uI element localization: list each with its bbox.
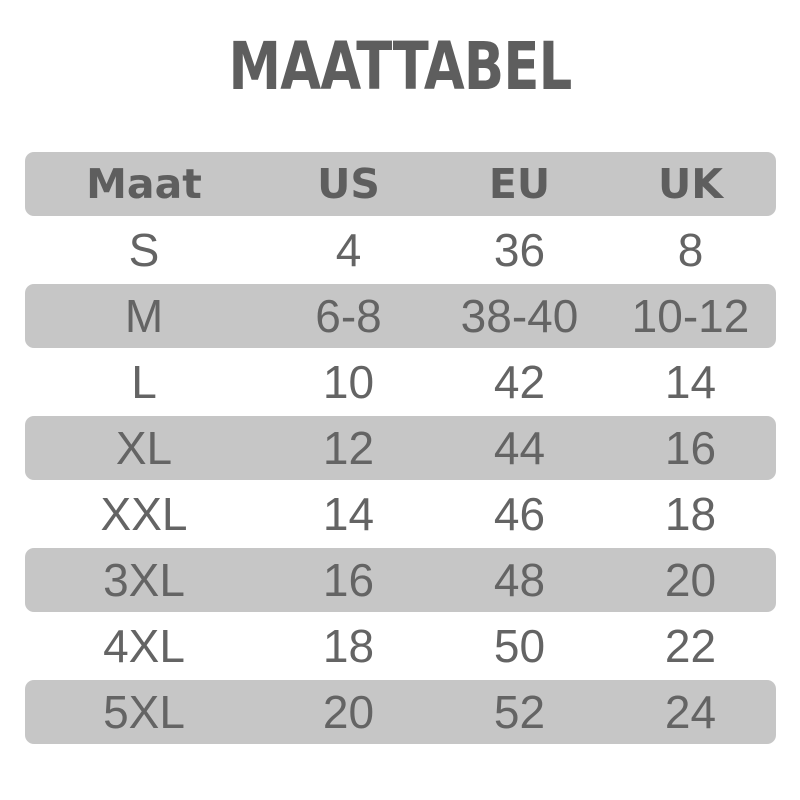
cell-us: 14 (263, 482, 434, 546)
cell-maat: XXL (25, 482, 263, 546)
cell-eu: 36 (434, 218, 605, 282)
cell-eu: 44 (434, 416, 605, 480)
column-header-us: US (263, 152, 434, 216)
size-table: Maat US EU UK S 4 36 8 M 6-8 38-40 10-12 L 10 42 14… (25, 150, 776, 746)
table-row: M 6-8 38-40 10-12 (25, 284, 776, 348)
cell-maat: 5XL (25, 680, 263, 744)
cell-uk: 20 (605, 548, 776, 612)
table-header-row: Maat US EU UK (25, 152, 776, 216)
table-row: 3XL 16 48 20 (25, 548, 776, 612)
cell-maat: 4XL (25, 614, 263, 678)
cell-us: 10 (263, 350, 434, 414)
table-header: Maat US EU UK (25, 152, 776, 216)
cell-maat: 3XL (25, 548, 263, 612)
table-row: S 4 36 8 (25, 218, 776, 282)
table-row: 4XL 18 50 22 (25, 614, 776, 678)
cell-uk: 22 (605, 614, 776, 678)
cell-us: 20 (263, 680, 434, 744)
cell-us: 6-8 (263, 284, 434, 348)
cell-uk: 18 (605, 482, 776, 546)
column-header-eu: EU (434, 152, 605, 216)
cell-us: 18 (263, 614, 434, 678)
cell-eu: 52 (434, 680, 605, 744)
cell-eu: 48 (434, 548, 605, 612)
table-body: S 4 36 8 M 6-8 38-40 10-12 L 10 42 14 XL 12 44 16 XXL 14 4… (25, 218, 776, 744)
cell-eu: 50 (434, 614, 605, 678)
cell-us: 16 (263, 548, 434, 612)
cell-maat: L (25, 350, 263, 414)
cell-uk: 16 (605, 416, 776, 480)
cell-uk: 24 (605, 680, 776, 744)
cell-maat: S (25, 218, 263, 282)
cell-maat: M (25, 284, 263, 348)
column-header-uk: UK (605, 152, 776, 216)
cell-eu: 38-40 (434, 284, 605, 348)
table-row: 5XL 20 52 24 (25, 680, 776, 744)
cell-uk: 14 (605, 350, 776, 414)
cell-us: 12 (263, 416, 434, 480)
table-row: XL 12 44 16 (25, 416, 776, 480)
table-row: L 10 42 14 (25, 350, 776, 414)
cell-eu: 46 (434, 482, 605, 546)
column-header-maat: Maat (25, 152, 263, 216)
cell-uk: 8 (605, 218, 776, 282)
page-title: MAATTABEL (228, 28, 573, 105)
cell-uk: 10-12 (605, 284, 776, 348)
cell-maat: XL (25, 416, 263, 480)
cell-us: 4 (263, 218, 434, 282)
cell-eu: 42 (434, 350, 605, 414)
table-row: XXL 14 46 18 (25, 482, 776, 546)
